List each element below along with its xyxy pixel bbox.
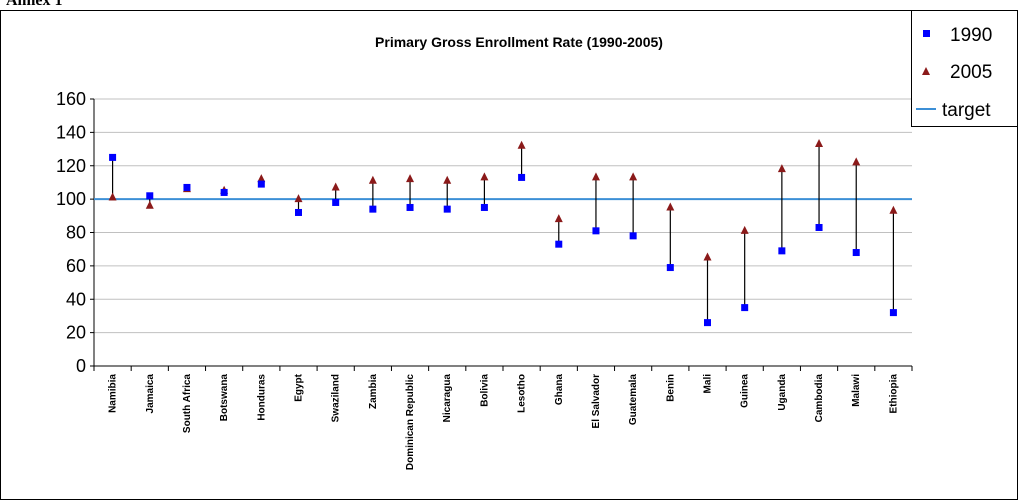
legend-label-target: target <box>942 100 991 121</box>
category-label: El Salvador <box>591 374 602 429</box>
category-label: Guatemala <box>628 374 639 426</box>
axis-layer: 0 20 40 60 80 100 120 140 160 <box>56 89 913 376</box>
category-label: Botswana <box>219 374 230 422</box>
point-2005 <box>852 157 861 166</box>
point-1990 <box>220 188 228 196</box>
category-label: Jamaica <box>145 374 156 414</box>
category-label: Namibia <box>108 374 119 413</box>
legend-label-1990: 1990 <box>950 25 992 46</box>
point-2005 <box>443 175 452 184</box>
annex-header: Annex 1 <box>6 0 62 9</box>
chart-title: Primary Gross Enrollment Rate (1990-2005… <box>375 34 663 50</box>
point-2005 <box>666 202 675 211</box>
point-1990 <box>666 264 674 272</box>
category-label: Uganda <box>777 374 788 411</box>
y-tick-label: 20 <box>66 323 86 343</box>
y-tick-label: 60 <box>66 256 86 276</box>
point-1990 <box>480 203 488 211</box>
point-2005 <box>331 182 340 191</box>
y-tick-label: 80 <box>66 223 86 243</box>
point-1990 <box>406 203 414 211</box>
point-2005 <box>294 194 303 203</box>
point-1990 <box>592 227 600 235</box>
point-1990 <box>369 205 377 213</box>
whisker-layer <box>111 144 895 323</box>
point-2005 <box>815 139 824 148</box>
category-label: Ethiopia <box>888 374 899 414</box>
y-tick-label: 40 <box>66 289 86 309</box>
point-2005 <box>703 252 712 261</box>
point-1990 <box>518 173 526 181</box>
legend-box <box>911 10 1018 127</box>
point-2005 <box>591 172 600 181</box>
point-1990 <box>778 247 786 255</box>
y-tick-label: 100 <box>56 189 86 209</box>
category-label: Swaziland <box>331 374 342 422</box>
legend-marker-1990 <box>923 30 930 37</box>
point-2005 <box>406 174 415 183</box>
category-label: Lesotho <box>517 374 528 413</box>
point-2005 <box>517 140 526 149</box>
category-label: Egypt <box>294 373 305 401</box>
legend-marker-2005 <box>922 67 930 75</box>
point-1990 <box>629 232 637 240</box>
point-2005 <box>629 172 638 181</box>
point-1990 <box>295 208 302 216</box>
point-2005 <box>145 200 154 209</box>
y-tick-label: 120 <box>56 156 86 176</box>
legend-label-2005: 2005 <box>950 62 992 83</box>
point-2005 <box>740 225 749 234</box>
point-2005 <box>480 172 489 181</box>
point-1990 <box>332 198 340 206</box>
point-1990 <box>183 183 191 191</box>
category-label: Mali <box>703 374 714 394</box>
category-label: Cambodia <box>814 374 825 423</box>
point-1990 <box>257 180 265 188</box>
category-label: Bolivia <box>479 374 490 407</box>
point-1990 <box>852 249 860 257</box>
y-tick-label: 160 <box>56 89 86 109</box>
point-2005 <box>257 174 266 183</box>
category-label: South Africa <box>182 374 193 434</box>
point-1990 <box>109 153 117 161</box>
category-labels: Namibia Jamaica South Africa Botswana Hondur… <box>108 373 900 470</box>
category-label: Ghana <box>554 374 565 406</box>
point-1990 <box>815 223 823 231</box>
marker-layer <box>108 139 898 327</box>
point-2005 <box>368 175 377 184</box>
category-label: Dominican Republic <box>405 374 416 471</box>
category-label: Benin <box>665 374 676 402</box>
category-label: Guinea <box>740 374 751 408</box>
category-label: Nicaragua <box>442 374 453 423</box>
point-2005 <box>777 164 786 173</box>
point-1990 <box>704 319 711 327</box>
point-1990 <box>443 205 451 213</box>
point-2005 <box>889 205 898 214</box>
point-1990 <box>146 192 154 200</box>
chart-frame <box>0 10 1018 500</box>
point-2005 <box>108 192 117 201</box>
category-label: Malawi <box>851 374 862 407</box>
point-2005 <box>554 214 563 223</box>
point-1990 <box>741 304 749 312</box>
point-1990 <box>555 240 563 248</box>
legend: 1990 2005 target <box>911 10 1018 127</box>
y-tick-label: 0 <box>76 356 86 376</box>
category-label: Honduras <box>256 374 267 421</box>
point-1990 <box>889 309 897 317</box>
y-tick-label: 140 <box>56 122 86 142</box>
category-label: Zambia <box>368 374 379 409</box>
